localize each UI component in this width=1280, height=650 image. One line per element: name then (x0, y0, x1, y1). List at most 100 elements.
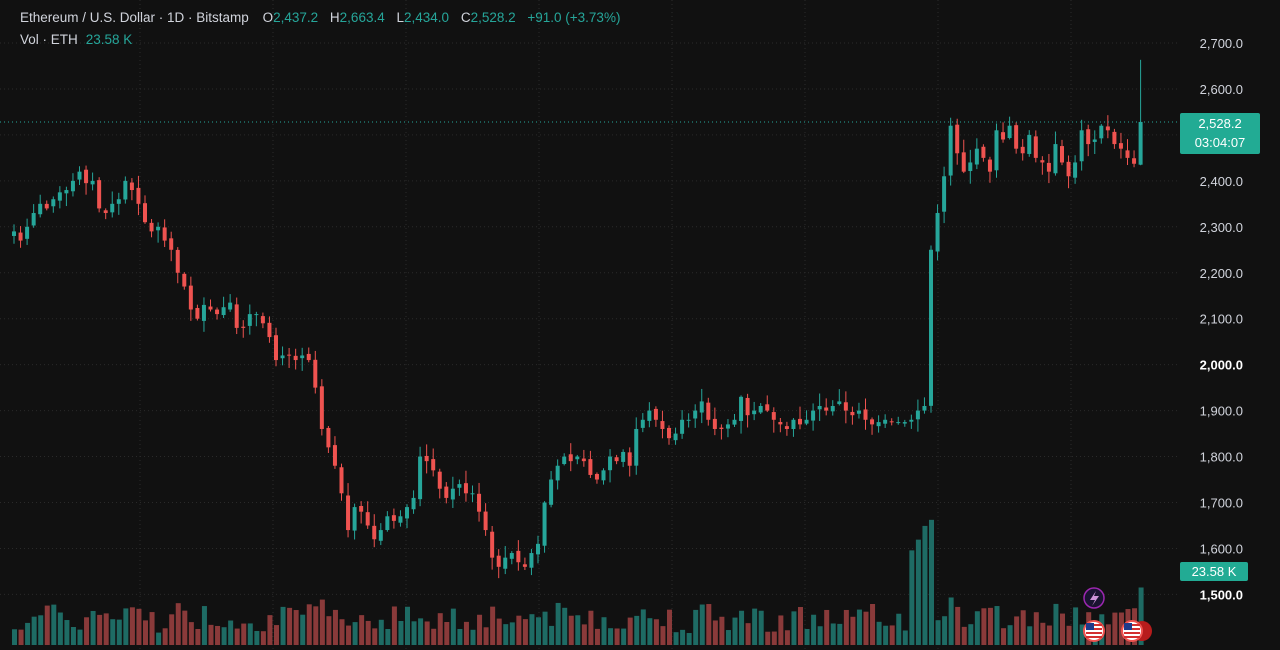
candle-body (352, 507, 357, 531)
candle-body (529, 553, 534, 568)
candle (385, 511, 390, 532)
volume-bar (529, 614, 535, 645)
volume-bar (70, 626, 76, 645)
candle (837, 389, 842, 406)
candle (968, 149, 973, 184)
candle (483, 503, 488, 536)
candle-body (601, 470, 606, 481)
candle (313, 350, 318, 394)
volume-bar (856, 609, 862, 645)
candle-body (346, 495, 351, 531)
candle (457, 479, 462, 496)
candle-body (424, 455, 429, 462)
volume-label[interactable]: Vol · ETH (20, 32, 78, 47)
volume-bar (771, 631, 777, 645)
candle (1105, 115, 1110, 139)
candle-body (974, 148, 979, 165)
candle-body (889, 421, 894, 423)
y-tick-label: 1,500.0 (1200, 587, 1243, 602)
candle (477, 482, 482, 522)
us-flag-icon[interactable] (1083, 620, 1105, 642)
candle (680, 410, 685, 439)
candle-body (686, 419, 691, 421)
volume-bar (922, 525, 928, 645)
candle (516, 540, 521, 571)
volume-bar (156, 632, 162, 645)
candle (981, 144, 986, 162)
y-tick-label: 2,200.0 (1200, 266, 1243, 281)
candle-body (450, 488, 455, 500)
volume-bar (588, 610, 594, 645)
candle (883, 414, 888, 428)
volume-bar (739, 610, 745, 645)
candle-body (811, 410, 816, 421)
volume-bar (837, 623, 843, 645)
candle (686, 413, 691, 428)
candle (1014, 122, 1019, 154)
candle-body (987, 159, 992, 172)
candle-body (745, 397, 750, 416)
candle (739, 395, 744, 434)
volume-bar (57, 612, 63, 645)
candle (1001, 122, 1006, 143)
close-value: 2,528.2 (470, 10, 516, 25)
candle (509, 551, 514, 565)
candle (1053, 131, 1058, 176)
volume-bar (385, 629, 391, 645)
us-flag-icon[interactable] (1121, 620, 1152, 642)
volume-bar (1007, 625, 1013, 645)
volume-bar (129, 607, 135, 645)
candle (156, 222, 161, 243)
volume-bar (824, 609, 830, 645)
candle-body (162, 227, 167, 241)
volume-bar (12, 629, 17, 645)
candle (863, 398, 868, 430)
volume-bar (274, 625, 279, 645)
candle-body (1014, 125, 1019, 149)
event-icons[interactable] (1083, 587, 1152, 642)
candle (896, 416, 901, 425)
volume-bar (968, 624, 974, 645)
candle (942, 166, 947, 224)
volume-bar (863, 611, 869, 645)
volume-bar (116, 619, 122, 645)
candle (824, 398, 829, 416)
volume-bar (110, 619, 116, 645)
candle-body (411, 497, 416, 510)
candle (274, 327, 278, 367)
symbol-title[interactable]: Ethereum / U.S. Dollar · 1D · Bitstamp (20, 10, 249, 25)
volume-bar (84, 617, 90, 645)
candle-body (1125, 150, 1130, 158)
flash-event-icon[interactable] (1083, 587, 1105, 609)
volume-bar (673, 632, 679, 645)
candle-body (129, 182, 134, 191)
candle-body (824, 407, 829, 411)
candle-body (195, 307, 200, 319)
volume-bar (431, 628, 437, 645)
candle-body (935, 213, 940, 252)
volume-bar (169, 614, 175, 645)
candle-body (490, 531, 495, 558)
candle-body (1007, 125, 1012, 139)
candle (536, 535, 540, 564)
volume-bar (496, 618, 502, 645)
candle-body (719, 427, 724, 429)
volume-bar (391, 606, 397, 645)
volume-bar (490, 606, 496, 645)
volume-bar (38, 615, 44, 645)
candle-body (247, 314, 252, 326)
y-tick-label: 1,800.0 (1200, 450, 1243, 465)
volume-bar (1105, 624, 1111, 645)
y-tick-label: 2,700.0 (1200, 36, 1243, 51)
candle (463, 470, 468, 502)
volume-bar (234, 628, 240, 645)
candle-body (784, 426, 789, 429)
candle (1027, 130, 1032, 157)
volume-bar (915, 539, 921, 645)
candle (326, 425, 331, 453)
volume-bar (948, 597, 954, 645)
candle (1086, 124, 1091, 157)
volume-bar (365, 620, 371, 645)
volume-bar (300, 614, 306, 645)
